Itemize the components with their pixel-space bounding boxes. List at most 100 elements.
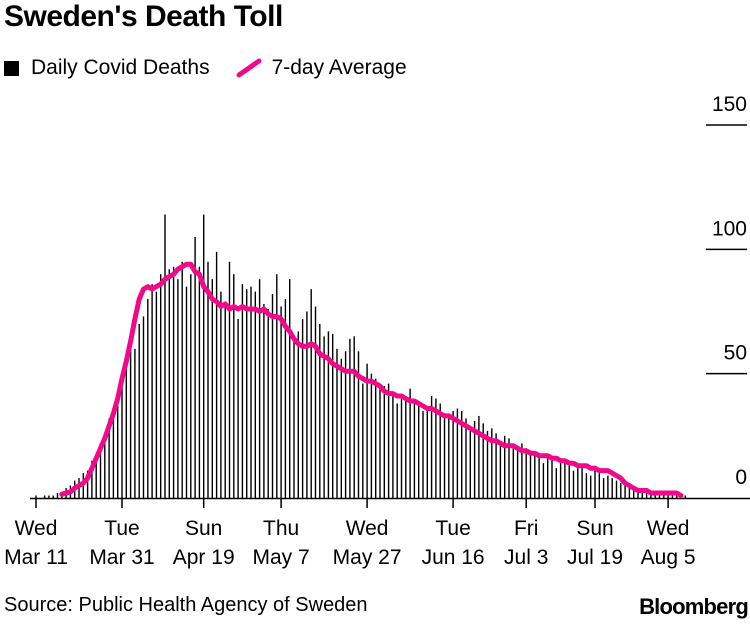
bar-daily-deaths — [95, 455, 97, 498]
bar-daily-deaths — [48, 495, 50, 498]
legend-item-7-day-average: 7-day Average — [236, 56, 407, 80]
line-7-day-average — [59, 261, 684, 498]
bar-daily-deaths — [254, 291, 256, 498]
bar-daily-deaths — [624, 480, 626, 498]
bar-daily-deaths — [220, 291, 222, 498]
bar-daily-deaths — [129, 343, 132, 498]
bar-daily-deaths — [542, 463, 545, 498]
x-tick-label-weekday: Tue — [435, 517, 470, 540]
bar-daily-deaths — [512, 445, 514, 498]
bar-daily-deaths — [392, 396, 394, 498]
bar-daily-deaths — [332, 333, 334, 498]
bar-daily-deaths — [602, 478, 605, 498]
bar-daily-deaths — [357, 351, 360, 498]
bar-daily-deaths — [366, 363, 368, 498]
bar-daily-deaths — [319, 323, 321, 498]
bar-daily-deaths — [645, 493, 648, 498]
bar-daily-deaths — [379, 388, 381, 498]
bar-daily-deaths — [439, 403, 441, 498]
chart-title: Sweden's Death Toll — [4, 0, 283, 33]
bar-daily-deaths — [117, 393, 119, 498]
x-tick-label-date: Mar 31 — [89, 546, 154, 569]
bar-daily-deaths — [203, 214, 205, 498]
bar-daily-deaths — [508, 438, 510, 498]
bar-daily-deaths — [615, 480, 618, 498]
bar-daily-deaths — [284, 299, 287, 498]
bar-daily-deaths — [568, 465, 570, 498]
bar-daily-deaths — [572, 470, 575, 498]
x-tick-label-date: Mar 11 — [4, 546, 68, 569]
bar-daily-deaths — [547, 455, 549, 498]
bar-daily-deaths — [581, 468, 583, 498]
bloomberg-logo: Bloomberg — [639, 594, 749, 619]
bar-daily-deaths — [585, 473, 588, 498]
bar-daily-deaths — [340, 358, 342, 498]
x-tick-label-date: Apr 19 — [173, 546, 235, 569]
bar-daily-deaths — [164, 214, 166, 498]
x-tick-label-weekday: Wed — [346, 517, 389, 540]
bar-daily-deaths — [413, 401, 416, 498]
bar-daily-deaths — [168, 269, 170, 498]
bar-daily-deaths — [138, 323, 140, 498]
bar-daily-deaths — [267, 309, 269, 498]
bar-daily-deaths — [86, 470, 89, 498]
bar-daily-deaths — [327, 331, 330, 498]
bar-daily-deaths — [551, 458, 553, 498]
x-tick-label-date: Jun 16 — [422, 546, 485, 569]
bar-daily-deaths — [633, 488, 635, 498]
bar-daily-deaths — [52, 495, 54, 498]
bar-daily-deaths — [620, 483, 622, 498]
bar-daily-deaths — [233, 274, 235, 498]
bar-daily-deaths — [297, 331, 299, 498]
x-tick-label-date: Aug 5 — [641, 546, 696, 569]
bar-daily-deaths — [362, 383, 364, 498]
bar-daily-deaths — [228, 261, 231, 498]
bar-daily-deaths — [185, 286, 188, 498]
bar-daily-deaths — [104, 433, 106, 498]
bar-daily-deaths — [663, 493, 665, 498]
bar-daily-deaths — [246, 289, 248, 498]
bar-daily-deaths — [598, 473, 600, 498]
bar-daily-deaths — [422, 410, 424, 498]
bar-daily-deaths — [525, 448, 527, 498]
bar-daily-deaths — [121, 378, 123, 498]
bar-daily-deaths — [353, 336, 355, 498]
source-note: Source: Public Health Agency of Sweden — [4, 594, 368, 616]
bar-daily-deaths — [654, 493, 656, 498]
x-tick-label-weekday: Thu — [263, 517, 299, 540]
bar-daily-deaths — [396, 403, 398, 498]
bar-daily-deaths — [409, 388, 411, 498]
y-tick-label: 100 — [712, 217, 747, 240]
bar-daily-deaths — [181, 261, 183, 498]
bar-daily-deaths — [435, 398, 437, 498]
bar-daily-deaths — [504, 435, 506, 498]
bar-daily-deaths — [258, 279, 261, 498]
bar-daily-deaths — [263, 304, 265, 498]
bar-daily-deaths — [387, 383, 390, 498]
bar-daily-deaths — [611, 478, 613, 498]
bar-daily-deaths — [250, 286, 252, 498]
bar-daily-deaths — [499, 440, 502, 498]
bar-daily-deaths — [534, 453, 536, 498]
bar-daily-deaths — [215, 251, 218, 498]
bar-daily-deaths — [370, 373, 373, 498]
bar-daily-deaths — [607, 475, 609, 498]
x-tick-label-weekday: Fri — [514, 517, 539, 540]
bar-daily-deaths — [306, 311, 308, 498]
bar-daily-deaths — [289, 279, 291, 498]
y-tick-label: 150 — [712, 93, 747, 116]
bar-daily-deaths — [155, 291, 158, 498]
bar-daily-deaths — [172, 266, 175, 498]
bar-daily-deaths — [224, 304, 226, 498]
x-tick-label-weekday: Wed — [15, 517, 58, 540]
bar-daily-deaths — [207, 261, 209, 498]
bar-daily-deaths — [99, 443, 102, 498]
bar-daily-deaths — [628, 485, 631, 498]
bar-daily-deaths — [590, 475, 592, 498]
y-tick-label: 50 — [724, 342, 747, 365]
bar-daily-deaths — [241, 284, 244, 498]
bar-daily-deaths — [491, 428, 493, 498]
bar-daily-deaths — [160, 274, 162, 498]
bar-daily-deaths — [344, 351, 347, 498]
